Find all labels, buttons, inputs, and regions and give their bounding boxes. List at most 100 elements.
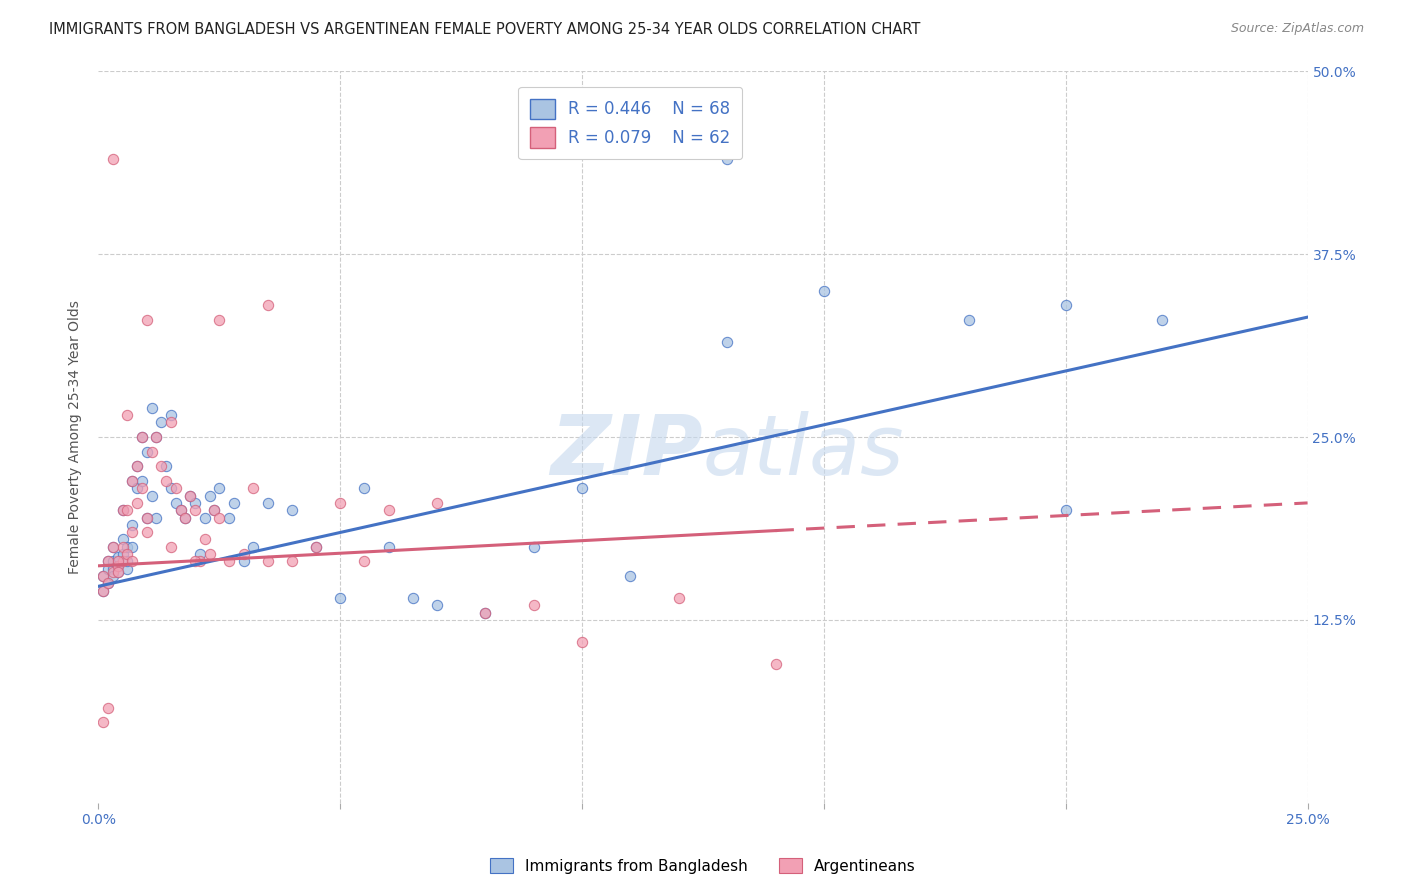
Point — [101, 152, 124, 166]
Point — [131, 474, 153, 488]
Point — [305, 540, 328, 554]
Point — [1054, 503, 1077, 517]
Point — [716, 334, 738, 349]
Point — [97, 562, 120, 576]
Point — [813, 284, 835, 298]
Point — [121, 474, 143, 488]
Point — [426, 496, 449, 510]
Point — [107, 565, 129, 579]
Point — [242, 540, 264, 554]
Point — [141, 489, 163, 503]
Point — [121, 525, 143, 540]
Point — [117, 562, 139, 576]
Point — [474, 606, 496, 620]
Point — [107, 558, 129, 573]
Point — [668, 591, 690, 605]
Point — [121, 554, 143, 568]
Text: ZIP: ZIP — [550, 411, 703, 492]
Point — [107, 554, 129, 568]
Point — [281, 503, 304, 517]
Point — [329, 591, 352, 605]
Point — [111, 503, 134, 517]
Point — [155, 459, 177, 474]
Point — [127, 481, 149, 495]
Point — [127, 459, 149, 474]
Text: IMMIGRANTS FROM BANGLADESH VS ARGENTINEAN FEMALE POVERTY AMONG 25-34 YEAR OLDS C: IMMIGRANTS FROM BANGLADESH VS ARGENTINEA… — [49, 22, 921, 37]
Point — [145, 430, 167, 444]
Point — [101, 540, 124, 554]
Point — [174, 510, 197, 524]
Point — [232, 547, 254, 561]
Point — [571, 481, 593, 495]
Point — [165, 496, 187, 510]
Point — [179, 489, 201, 503]
Point — [377, 503, 399, 517]
Point — [160, 540, 183, 554]
Y-axis label: Female Poverty Among 25-34 Year Olds: Female Poverty Among 25-34 Year Olds — [69, 300, 83, 574]
Point — [165, 481, 187, 495]
Point — [194, 533, 217, 547]
Point — [111, 533, 134, 547]
Point — [198, 489, 221, 503]
Point — [256, 554, 278, 568]
Point — [91, 583, 114, 598]
Point — [97, 576, 120, 591]
Point — [117, 408, 139, 422]
Point — [111, 540, 134, 554]
Point — [523, 599, 546, 613]
Point — [97, 554, 120, 568]
Point — [218, 554, 240, 568]
Point — [208, 481, 231, 495]
Point — [619, 569, 641, 583]
Point — [160, 408, 183, 422]
Point — [208, 313, 231, 327]
Point — [101, 569, 124, 583]
Point — [208, 510, 231, 524]
Point — [765, 657, 787, 671]
Point — [204, 503, 226, 517]
Point — [204, 503, 226, 517]
Point — [169, 503, 191, 517]
Point — [150, 459, 173, 474]
Point — [353, 481, 375, 495]
Point — [194, 510, 217, 524]
Point — [184, 554, 207, 568]
Point — [135, 313, 157, 327]
Point — [127, 496, 149, 510]
Point — [426, 599, 449, 613]
Point — [127, 459, 149, 474]
Point — [188, 554, 211, 568]
Point — [121, 517, 143, 532]
Point — [198, 547, 221, 561]
Point — [145, 510, 167, 524]
Point — [141, 401, 163, 415]
Point — [402, 591, 425, 605]
Point — [523, 540, 546, 554]
Point — [111, 503, 134, 517]
Point — [1054, 298, 1077, 312]
Point — [107, 558, 129, 573]
Point — [111, 547, 134, 561]
Point — [353, 554, 375, 568]
Point — [169, 503, 191, 517]
Point — [91, 715, 114, 730]
Point — [179, 489, 201, 503]
Point — [97, 554, 120, 568]
Point — [145, 430, 167, 444]
Point — [97, 576, 120, 591]
Point — [101, 562, 124, 576]
Point — [232, 554, 254, 568]
Point — [377, 540, 399, 554]
Legend: Immigrants from Bangladesh, Argentineans: Immigrants from Bangladesh, Argentineans — [484, 852, 922, 880]
Point — [117, 547, 139, 561]
Point — [1152, 313, 1174, 327]
Text: Source: ZipAtlas.com: Source: ZipAtlas.com — [1230, 22, 1364, 36]
Point — [101, 540, 124, 554]
Point — [135, 525, 157, 540]
Point — [121, 540, 143, 554]
Point — [97, 700, 120, 714]
Point — [281, 554, 304, 568]
Point — [111, 554, 134, 568]
Point — [474, 606, 496, 620]
Point — [222, 496, 245, 510]
